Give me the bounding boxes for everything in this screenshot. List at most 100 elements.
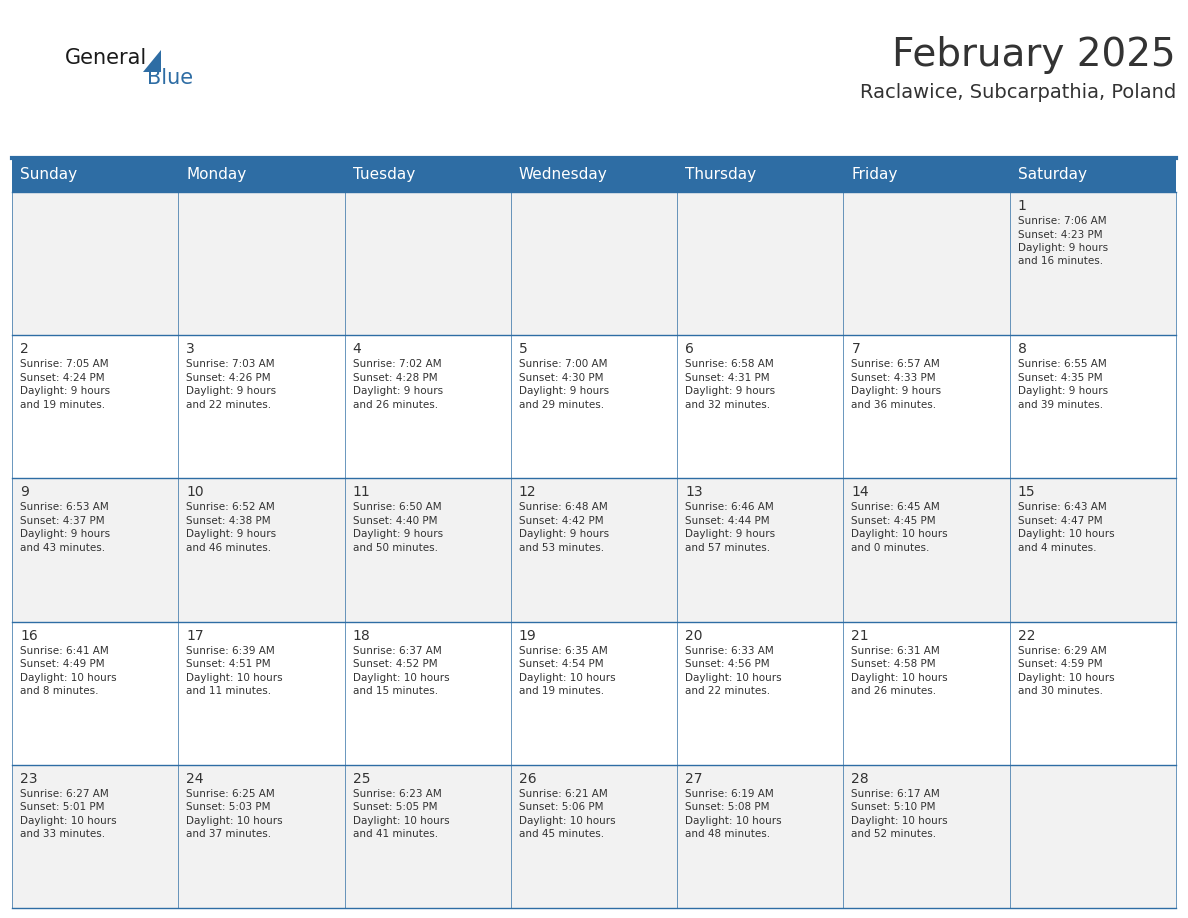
Text: Daylight: 9 hours: Daylight: 9 hours <box>20 530 110 540</box>
Text: and 26 minutes.: and 26 minutes. <box>353 399 437 409</box>
Text: Daylight: 9 hours: Daylight: 9 hours <box>852 386 942 397</box>
Text: and 48 minutes.: and 48 minutes. <box>685 829 770 839</box>
Bar <box>12 192 1176 335</box>
Text: 21: 21 <box>852 629 870 643</box>
Text: Sunrise: 6:17 AM: Sunrise: 6:17 AM <box>852 789 940 799</box>
Text: 27: 27 <box>685 772 702 786</box>
Text: Sunset: 4:31 PM: Sunset: 4:31 PM <box>685 373 770 383</box>
Text: Sunset: 4:35 PM: Sunset: 4:35 PM <box>1018 373 1102 383</box>
Text: Sunrise: 6:50 AM: Sunrise: 6:50 AM <box>353 502 441 512</box>
Text: and 15 minutes.: and 15 minutes. <box>353 686 437 696</box>
Text: 18: 18 <box>353 629 371 643</box>
Text: 13: 13 <box>685 486 703 499</box>
Text: 5: 5 <box>519 342 527 356</box>
Text: Daylight: 9 hours: Daylight: 9 hours <box>1018 243 1108 253</box>
Text: 15: 15 <box>1018 486 1035 499</box>
Text: 6: 6 <box>685 342 694 356</box>
Text: 28: 28 <box>852 772 870 786</box>
Text: 22: 22 <box>1018 629 1035 643</box>
Text: Sunset: 5:08 PM: Sunset: 5:08 PM <box>685 802 770 812</box>
Text: 12: 12 <box>519 486 537 499</box>
Text: and 8 minutes.: and 8 minutes. <box>20 686 99 696</box>
Text: Sunrise: 7:03 AM: Sunrise: 7:03 AM <box>187 359 274 369</box>
Text: 26: 26 <box>519 772 537 786</box>
Text: 11: 11 <box>353 486 371 499</box>
Text: Sunset: 4:40 PM: Sunset: 4:40 PM <box>353 516 437 526</box>
Text: Thursday: Thursday <box>685 167 757 183</box>
Text: Sunday: Sunday <box>20 167 77 183</box>
Text: 14: 14 <box>852 486 870 499</box>
Text: Daylight: 9 hours: Daylight: 9 hours <box>1018 386 1108 397</box>
Text: Sunrise: 6:21 AM: Sunrise: 6:21 AM <box>519 789 607 799</box>
Text: Sunset: 4:23 PM: Sunset: 4:23 PM <box>1018 230 1102 240</box>
Bar <box>12 621 1176 765</box>
Text: Daylight: 10 hours: Daylight: 10 hours <box>519 673 615 683</box>
Text: 10: 10 <box>187 486 204 499</box>
Text: Daylight: 9 hours: Daylight: 9 hours <box>20 386 110 397</box>
Text: Sunrise: 6:55 AM: Sunrise: 6:55 AM <box>1018 359 1106 369</box>
Text: and 36 minutes.: and 36 minutes. <box>852 399 936 409</box>
Text: Sunset: 5:05 PM: Sunset: 5:05 PM <box>353 802 437 812</box>
Text: and 0 minutes.: and 0 minutes. <box>852 543 930 553</box>
Text: Sunset: 5:06 PM: Sunset: 5:06 PM <box>519 802 604 812</box>
Text: and 50 minutes.: and 50 minutes. <box>353 543 437 553</box>
Text: General: General <box>65 48 147 68</box>
Text: Sunrise: 6:19 AM: Sunrise: 6:19 AM <box>685 789 773 799</box>
Text: Daylight: 9 hours: Daylight: 9 hours <box>685 530 776 540</box>
Text: Monday: Monday <box>187 167 247 183</box>
Text: and 22 minutes.: and 22 minutes. <box>685 686 770 696</box>
Text: and 52 minutes.: and 52 minutes. <box>852 829 936 839</box>
Text: Daylight: 10 hours: Daylight: 10 hours <box>353 673 449 683</box>
Text: Sunrise: 6:43 AM: Sunrise: 6:43 AM <box>1018 502 1106 512</box>
Text: 1: 1 <box>1018 199 1026 213</box>
Text: Sunrise: 6:46 AM: Sunrise: 6:46 AM <box>685 502 773 512</box>
Text: 20: 20 <box>685 629 702 643</box>
Text: Tuesday: Tuesday <box>353 167 415 183</box>
Text: and 19 minutes.: and 19 minutes. <box>519 686 604 696</box>
Text: Sunrise: 6:48 AM: Sunrise: 6:48 AM <box>519 502 607 512</box>
Text: Sunset: 4:28 PM: Sunset: 4:28 PM <box>353 373 437 383</box>
Text: Sunrise: 6:29 AM: Sunrise: 6:29 AM <box>1018 645 1106 655</box>
Text: and 53 minutes.: and 53 minutes. <box>519 543 604 553</box>
Text: February 2025: February 2025 <box>892 36 1176 74</box>
Text: 23: 23 <box>20 772 38 786</box>
Text: and 29 minutes.: and 29 minutes. <box>519 399 604 409</box>
Text: 24: 24 <box>187 772 204 786</box>
Text: Sunrise: 6:31 AM: Sunrise: 6:31 AM <box>852 645 940 655</box>
Text: Sunset: 4:56 PM: Sunset: 4:56 PM <box>685 659 770 669</box>
Text: Daylight: 10 hours: Daylight: 10 hours <box>519 816 615 826</box>
Text: and 30 minutes.: and 30 minutes. <box>1018 686 1102 696</box>
Text: Daylight: 9 hours: Daylight: 9 hours <box>187 386 277 397</box>
Text: and 41 minutes.: and 41 minutes. <box>353 829 437 839</box>
Text: 4: 4 <box>353 342 361 356</box>
Text: Sunset: 4:30 PM: Sunset: 4:30 PM <box>519 373 604 383</box>
Text: 8: 8 <box>1018 342 1026 356</box>
Text: Daylight: 9 hours: Daylight: 9 hours <box>519 530 609 540</box>
Text: and 39 minutes.: and 39 minutes. <box>1018 399 1102 409</box>
Text: Sunrise: 6:57 AM: Sunrise: 6:57 AM <box>852 359 940 369</box>
Text: 16: 16 <box>20 629 38 643</box>
Text: and 45 minutes.: and 45 minutes. <box>519 829 604 839</box>
Text: Sunrise: 6:25 AM: Sunrise: 6:25 AM <box>187 789 276 799</box>
Text: 2: 2 <box>20 342 29 356</box>
Text: Daylight: 10 hours: Daylight: 10 hours <box>20 816 116 826</box>
Text: Daylight: 10 hours: Daylight: 10 hours <box>187 673 283 683</box>
Text: Daylight: 10 hours: Daylight: 10 hours <box>1018 673 1114 683</box>
Text: and 11 minutes.: and 11 minutes. <box>187 686 271 696</box>
Text: Daylight: 10 hours: Daylight: 10 hours <box>20 673 116 683</box>
Text: Sunset: 4:54 PM: Sunset: 4:54 PM <box>519 659 604 669</box>
Text: and 4 minutes.: and 4 minutes. <box>1018 543 1097 553</box>
Text: Sunrise: 6:45 AM: Sunrise: 6:45 AM <box>852 502 940 512</box>
Text: and 16 minutes.: and 16 minutes. <box>1018 256 1102 266</box>
Text: Sunrise: 7:02 AM: Sunrise: 7:02 AM <box>353 359 441 369</box>
Text: Saturday: Saturday <box>1018 167 1087 183</box>
Text: Wednesday: Wednesday <box>519 167 607 183</box>
Text: Blue: Blue <box>147 68 194 88</box>
Text: Daylight: 10 hours: Daylight: 10 hours <box>852 816 948 826</box>
Text: Sunset: 4:59 PM: Sunset: 4:59 PM <box>1018 659 1102 669</box>
Text: Sunrise: 6:53 AM: Sunrise: 6:53 AM <box>20 502 109 512</box>
Text: Daylight: 10 hours: Daylight: 10 hours <box>187 816 283 826</box>
Text: Sunset: 4:44 PM: Sunset: 4:44 PM <box>685 516 770 526</box>
Text: Daylight: 10 hours: Daylight: 10 hours <box>852 530 948 540</box>
Bar <box>12 335 1176 478</box>
